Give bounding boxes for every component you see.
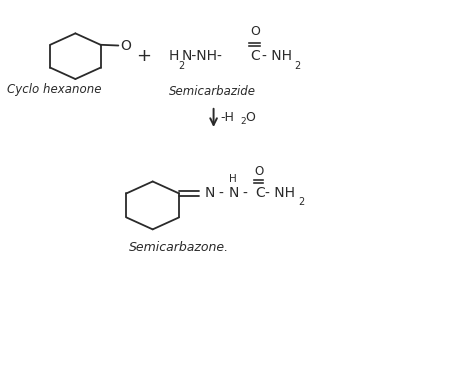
- Text: - NH: - NH: [265, 187, 295, 200]
- Text: Semicarbazide: Semicarbazide: [169, 85, 256, 98]
- Text: O: O: [254, 165, 264, 178]
- Text: 2: 2: [298, 197, 304, 206]
- Text: Cyclo hexanone: Cyclo hexanone: [7, 83, 101, 96]
- Text: N-NH-: N-NH-: [182, 49, 223, 63]
- Text: O: O: [246, 111, 255, 124]
- Text: C: C: [250, 49, 260, 63]
- Text: -: -: [243, 187, 247, 200]
- Text: +: +: [136, 47, 151, 65]
- Text: 2: 2: [295, 61, 301, 71]
- Text: 2: 2: [178, 61, 185, 71]
- Text: O: O: [250, 25, 260, 38]
- Text: -: -: [219, 187, 223, 200]
- Text: N: N: [204, 187, 215, 200]
- Text: O: O: [120, 39, 131, 52]
- Text: N: N: [228, 187, 239, 200]
- Text: - NH: - NH: [262, 49, 292, 63]
- Text: H: H: [169, 49, 180, 63]
- Text: Semicarbazone.: Semicarbazone.: [129, 241, 229, 254]
- Text: 2: 2: [240, 117, 246, 126]
- Text: C: C: [255, 187, 264, 200]
- Text: H: H: [228, 174, 237, 184]
- Text: -H: -H: [220, 111, 235, 124]
